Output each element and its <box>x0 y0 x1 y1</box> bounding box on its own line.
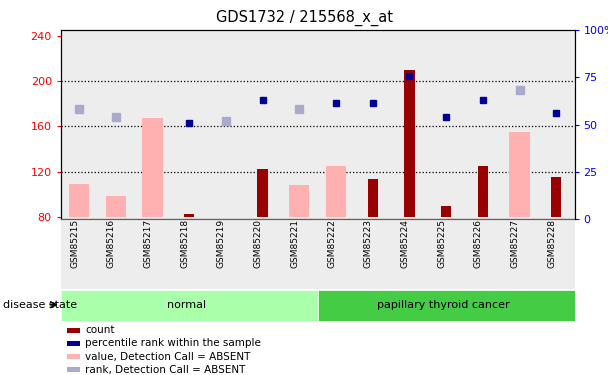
Text: GSM85218: GSM85218 <box>180 219 189 268</box>
Text: count: count <box>86 326 115 335</box>
Text: disease state: disease state <box>3 300 77 310</box>
Text: GSM85221: GSM85221 <box>291 219 299 268</box>
Bar <box>134 219 171 289</box>
Bar <box>184 214 195 217</box>
Bar <box>61 30 97 219</box>
Bar <box>326 166 346 217</box>
Bar <box>171 219 207 289</box>
Bar <box>428 30 465 219</box>
Bar <box>67 328 80 333</box>
Text: papillary thyroid cancer: papillary thyroid cancer <box>377 300 510 310</box>
Bar <box>391 219 428 289</box>
Bar <box>67 341 80 346</box>
Bar <box>97 219 134 289</box>
Text: GSM85220: GSM85220 <box>254 219 263 268</box>
Text: GSM85222: GSM85222 <box>327 219 336 268</box>
Text: GSM85225: GSM85225 <box>437 219 446 268</box>
Text: value, Detection Call = ABSENT: value, Detection Call = ABSENT <box>86 352 251 362</box>
Text: GSM85215: GSM85215 <box>70 219 79 268</box>
Bar <box>106 195 126 217</box>
Bar <box>368 178 378 217</box>
Bar <box>281 30 317 219</box>
Bar <box>258 170 268 217</box>
Bar <box>61 219 97 289</box>
Text: GSM85223: GSM85223 <box>364 219 373 268</box>
Bar <box>142 118 162 217</box>
Bar <box>207 219 244 289</box>
Bar <box>207 30 244 219</box>
Bar <box>61 290 317 321</box>
Bar <box>67 354 80 359</box>
Bar <box>67 367 80 372</box>
Bar <box>244 219 281 289</box>
Bar <box>441 206 451 217</box>
Bar <box>404 70 415 217</box>
Bar <box>428 219 465 289</box>
Text: normal: normal <box>167 300 206 310</box>
Text: GSM85217: GSM85217 <box>143 219 153 268</box>
Bar <box>538 219 575 289</box>
Text: GSM85227: GSM85227 <box>511 219 519 268</box>
Bar <box>97 30 134 219</box>
Bar <box>501 30 538 219</box>
Text: GSM85228: GSM85228 <box>547 219 556 268</box>
Bar <box>317 30 354 219</box>
Bar <box>551 177 561 217</box>
Text: percentile rank within the sample: percentile rank within the sample <box>86 339 261 348</box>
Bar <box>501 219 538 289</box>
Bar <box>465 30 501 219</box>
Text: GDS1732 / 215568_x_at: GDS1732 / 215568_x_at <box>215 9 393 26</box>
Bar <box>171 30 207 219</box>
Text: rank, Detection Call = ABSENT: rank, Detection Call = ABSENT <box>86 365 246 375</box>
Bar <box>465 219 501 289</box>
Bar <box>134 30 171 219</box>
Bar <box>289 185 309 217</box>
Text: GSM85224: GSM85224 <box>401 219 409 268</box>
Bar <box>69 184 89 217</box>
Bar <box>317 219 354 289</box>
Text: GSM85219: GSM85219 <box>217 219 226 268</box>
Bar <box>391 30 428 219</box>
Bar <box>510 132 530 217</box>
Bar <box>244 30 281 219</box>
Bar <box>354 219 391 289</box>
Bar <box>317 290 575 321</box>
Text: GSM85216: GSM85216 <box>107 219 116 268</box>
Text: GSM85226: GSM85226 <box>474 219 483 268</box>
Bar <box>354 30 391 219</box>
Bar <box>538 30 575 219</box>
Bar <box>281 219 317 289</box>
Bar <box>478 166 488 217</box>
